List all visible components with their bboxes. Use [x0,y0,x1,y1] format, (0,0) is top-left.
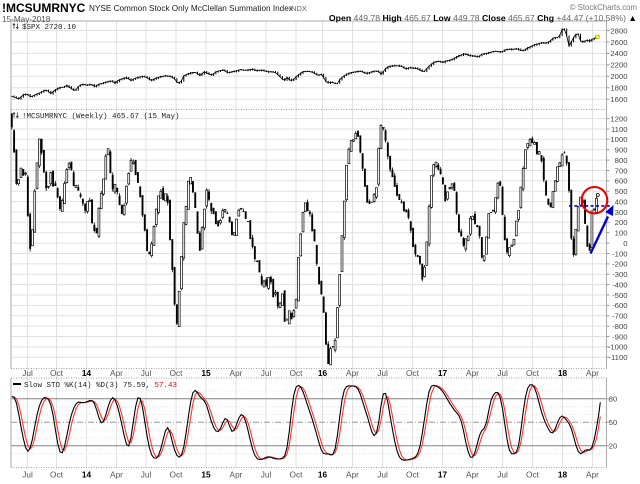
svg-text:17: 17 [438,469,448,479]
svg-text:800: 800 [615,156,628,165]
svg-text:Apr: Apr [466,368,479,378]
svg-text:-600: -600 [612,301,627,310]
svg-text:2800: 2800 [610,26,627,35]
svg-text:1100: 1100 [611,125,628,134]
svg-text:-300: -300 [612,270,627,279]
svg-text:0: 0 [623,239,627,248]
svg-text:80: 80 [609,395,617,404]
svg-text:Apr: Apr [110,368,123,378]
svg-text:Oct: Oct [406,469,420,479]
svg-text:Oct: Oct [290,368,304,378]
svg-text:18: 18 [558,368,568,378]
svg-text:Open 449.78 High 465.67 Low 44: Open 449.78 High 465.67 Low 449.78 Close… [329,13,637,23]
svg-text:-800: -800 [612,322,627,331]
svg-text:Apr: Apr [586,368,599,378]
svg-text:Jul: Jul [497,368,508,378]
svg-text:Apr: Apr [230,469,243,479]
svg-text:Oct: Oct [526,368,540,378]
svg-text:300: 300 [615,208,628,217]
svg-text:100: 100 [615,229,628,238]
svg-text:Apr: Apr [586,469,599,479]
svg-text:14: 14 [82,368,92,378]
svg-text:2200: 2200 [610,61,627,70]
svg-text:Jul: Jul [261,368,272,378]
svg-text:© StockCharts.com: © StockCharts.com [570,3,637,12]
svg-text:Jul: Jul [22,469,33,479]
svg-text:15: 15 [201,469,211,479]
svg-text:600: 600 [615,177,628,186]
svg-text:1000: 1000 [610,135,627,144]
svg-text:Jul: Jul [497,469,508,479]
svg-text:Jul: Jul [377,469,388,479]
svg-text:Slow STO %K(14) %D(3) 75.59, 5: Slow STO %K(14) %D(3) 75.59, 57.43 [24,382,178,390]
svg-text:-700: -700 [612,312,627,321]
svg-text:Apr: Apr [346,469,359,479]
svg-text:Jul: Jul [377,368,388,378]
svg-text:!MCSUMRNYC: !MCSUMRNYC [2,1,86,15]
svg-text:1600: 1600 [610,95,627,104]
svg-text:2000: 2000 [610,72,627,81]
svg-text:-400: -400 [612,280,627,289]
svg-text:INDX: INDX [289,4,307,13]
svg-text:Jul: Jul [261,469,272,479]
svg-text:-1000: -1000 [608,343,628,352]
svg-text:500: 500 [615,187,628,196]
svg-text:700: 700 [615,166,628,175]
svg-text:15-May-2018: 15-May-2018 [2,15,51,24]
svg-text:NYSE Common Stock Only McClell: NYSE Common Stock Only McClellan Summati… [89,4,293,13]
svg-text:Jul: Jul [141,469,152,479]
svg-text:200: 200 [615,218,628,227]
svg-text:900: 900 [615,146,628,155]
svg-text:Apr: Apr [230,368,243,378]
svg-text:Jul: Jul [22,368,33,378]
svg-text:2600: 2600 [610,38,627,47]
svg-text:1800: 1800 [610,84,627,93]
svg-text:1200: 1200 [610,114,627,123]
svg-text:16: 16 [318,469,328,479]
svg-text:-200: -200 [612,260,627,269]
svg-text:Oct: Oct [170,469,184,479]
svg-text:Jul: Jul [141,368,152,378]
svg-text:400: 400 [615,197,628,206]
svg-text:Oct: Oct [406,368,420,378]
svg-text:2400: 2400 [610,49,627,58]
svg-text:50: 50 [609,418,617,427]
svg-text:-1100: -1100 [608,353,627,362]
svg-text:Apr: Apr [110,469,123,479]
svg-text:$SPX 2720.10: $SPX 2720.10 [22,24,77,32]
svg-text:14: 14 [82,469,92,479]
svg-text:20: 20 [609,442,617,451]
svg-text:-500: -500 [612,291,627,300]
svg-text:Oct: Oct [170,368,184,378]
svg-text:Apr: Apr [466,469,479,479]
svg-text:Oct: Oct [50,368,64,378]
svg-text:Oct: Oct [526,469,540,479]
svg-text:18: 18 [558,469,568,479]
svg-text:-100: -100 [612,249,627,258]
svg-text:Apr: Apr [346,368,359,378]
svg-text:16: 16 [318,368,328,378]
svg-text:!MCSUMRNYC (Weekly) 465.67 (15: !MCSUMRNYC (Weekly) 465.67 (15 May) [22,113,180,121]
svg-text:Oct: Oct [290,469,304,479]
svg-text:15: 15 [201,368,211,378]
svg-text:-900: -900 [612,332,627,341]
svg-text:Oct: Oct [50,469,64,479]
svg-text:17: 17 [438,368,448,378]
